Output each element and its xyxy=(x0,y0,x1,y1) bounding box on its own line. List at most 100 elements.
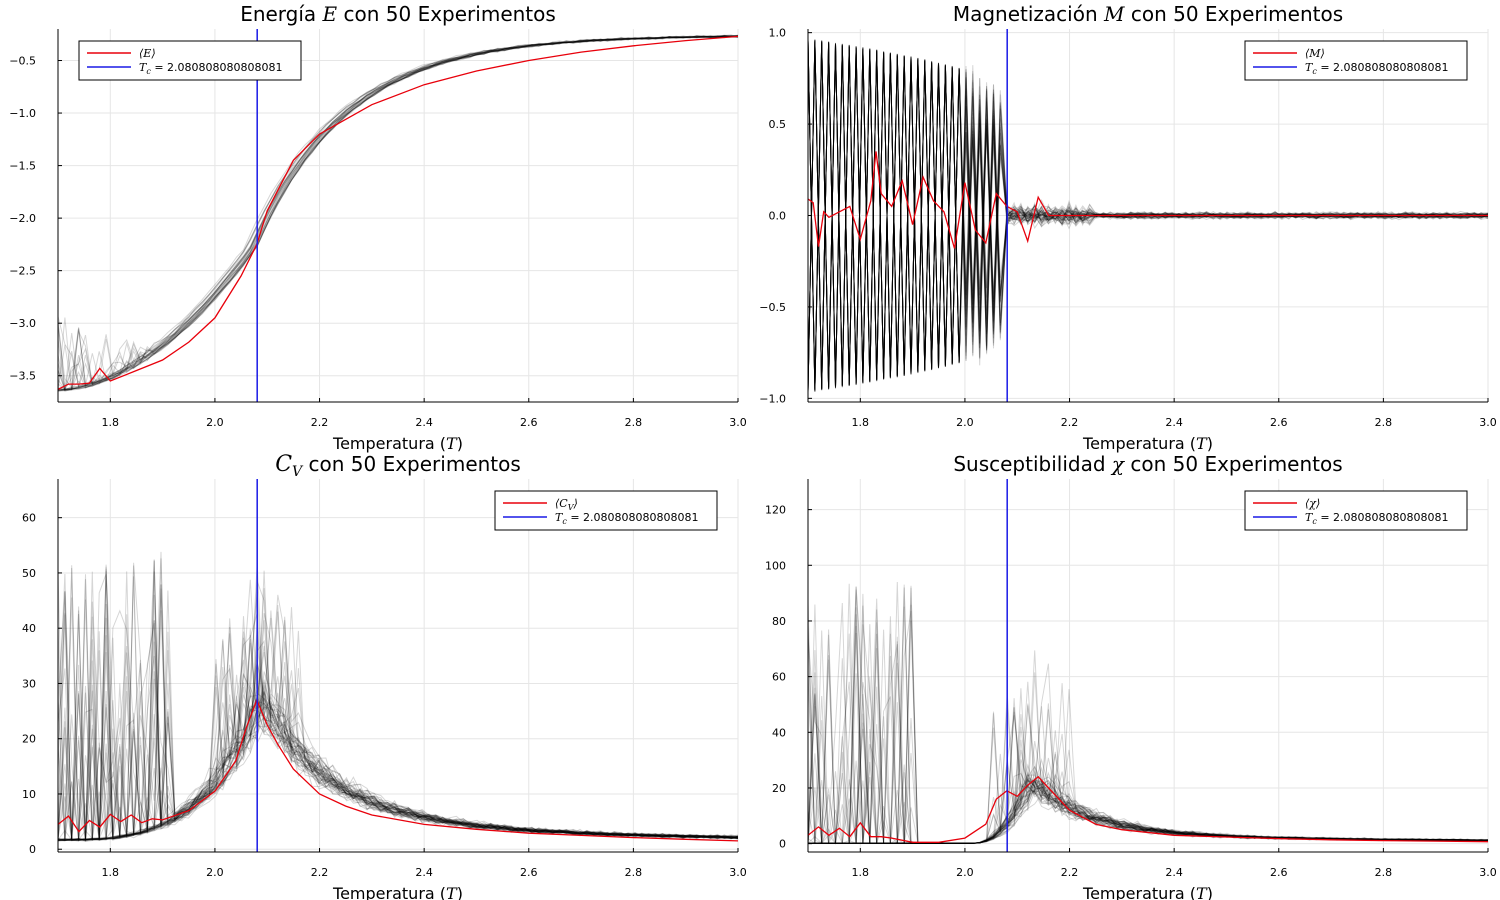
chart-title: Energía E con 50 Experimentos xyxy=(240,2,556,26)
experiment-line xyxy=(58,594,738,842)
legend: ⟨M⟩Tc = 2.080808080808081 xyxy=(1244,40,1468,81)
x-tick-label: 2.2 xyxy=(311,866,329,879)
experiment-line xyxy=(58,560,738,842)
legend-label: Tc = 2.080808080808081 xyxy=(1305,61,1449,76)
y-tick-label: 80 xyxy=(772,615,786,628)
experiment-line xyxy=(58,560,738,842)
y-tick-label: 20 xyxy=(772,782,786,795)
x-tick-label: 3.0 xyxy=(729,416,747,429)
experiment-line xyxy=(808,593,1488,844)
chart-title: Susceptibilidad χ con 50 Experimentos xyxy=(953,452,1342,476)
experiment-line xyxy=(808,587,1488,844)
experiment-line xyxy=(58,34,738,391)
x-tick-label: 2.8 xyxy=(1375,866,1393,879)
x-axis-label: Temperatura (T) xyxy=(1082,884,1213,900)
experiment-line xyxy=(808,663,1488,844)
experiment-line xyxy=(58,35,738,392)
legend-label: ⟨χ⟩ xyxy=(1305,497,1320,510)
experiment-line xyxy=(58,35,738,391)
y-tick-label: 40 xyxy=(22,622,36,635)
y-tick-label: −0.5 xyxy=(759,301,786,314)
experiment-line xyxy=(808,614,1488,844)
experiment-line xyxy=(808,585,1488,844)
chart-panel-3: 1.8 2.0 2.2 2.4 2.6 2.8 3.0 0 10 20 30 40 50 60 CV con… xyxy=(22,452,747,900)
experiment-line xyxy=(58,563,738,842)
x-tick-label: 2.8 xyxy=(625,416,643,429)
experiment-line xyxy=(58,622,738,842)
legend-label: Tc = 2.080808080808081 xyxy=(139,61,283,76)
experiment-line xyxy=(808,675,1488,844)
experiment-line xyxy=(58,620,738,841)
y-tick-label: 20 xyxy=(22,733,36,746)
experiment-line xyxy=(58,35,738,391)
experiment-line xyxy=(58,639,738,841)
experiment-line xyxy=(58,35,738,387)
y-tick-label: 1.0 xyxy=(769,27,787,40)
experiment-line xyxy=(58,35,738,392)
y-tick-label: 0.5 xyxy=(769,118,787,131)
y-tick-label: 100 xyxy=(765,559,786,572)
experiment-line xyxy=(58,652,738,841)
experiment-line xyxy=(808,40,1488,393)
experiment-line xyxy=(808,586,1488,844)
experiment-line xyxy=(808,672,1488,844)
y-tick-label: 0 xyxy=(779,838,786,851)
chart-panel-2: 1.8 2.0 2.2 2.4 2.6 2.8 3.0 −1.0 −0.5 0.0 0.5 1.0 Ma… xyxy=(759,2,1496,453)
experiment-line xyxy=(808,773,1488,844)
legend-box xyxy=(78,40,302,81)
y-tick-label: −1.5 xyxy=(9,160,36,173)
experiment-line xyxy=(58,691,738,842)
experiment-line xyxy=(808,682,1488,844)
chart-title: Magnetización M con 50 Experimentos xyxy=(953,2,1343,26)
experiment-line xyxy=(58,570,738,841)
experiment-line xyxy=(808,703,1488,844)
x-tick-label: 2.6 xyxy=(520,866,538,879)
experiment-line xyxy=(808,587,1488,844)
mean-series-line xyxy=(808,151,1488,249)
experiment-line xyxy=(808,659,1488,844)
chart-title: CV con 50 Experimentos xyxy=(275,452,521,480)
legend-label: ⟨CV⟩ xyxy=(555,497,578,512)
experiment-line xyxy=(808,609,1488,844)
experiment-line xyxy=(808,633,1488,844)
experiment-line xyxy=(808,634,1488,844)
experiment-line xyxy=(58,571,738,841)
experiment-line xyxy=(808,693,1488,844)
experiment-line xyxy=(58,597,738,841)
y-tick-label: −2.0 xyxy=(9,212,36,225)
legend-box xyxy=(1244,490,1468,531)
experiment-line xyxy=(808,655,1488,844)
experiment-line xyxy=(58,565,738,842)
y-tick-label: 60 xyxy=(772,671,786,684)
y-tick-label: 0.0 xyxy=(769,210,787,223)
chart-panel-4: 1.8 2.0 2.2 2.4 2.6 2.8 3.0 0 20 40 60 80 100 120 Susc… xyxy=(765,452,1497,900)
experiment-line xyxy=(808,40,1488,392)
experiment-line xyxy=(58,601,738,842)
x-tick-label: 2.0 xyxy=(206,416,224,429)
x-tick-label: 2.2 xyxy=(1061,866,1079,879)
experiment-line xyxy=(58,685,738,842)
experiment-line xyxy=(808,584,1488,844)
experiment-line xyxy=(58,34,738,392)
mean-series-line xyxy=(58,35,738,390)
y-tick-label: −1.0 xyxy=(759,392,786,405)
x-tick-label: 2.4 xyxy=(1165,416,1183,429)
experiment-line xyxy=(808,598,1488,844)
experiment-line xyxy=(808,662,1488,844)
experiment-line xyxy=(58,694,738,841)
experiment-line xyxy=(808,589,1488,844)
x-tick-label: 1.8 xyxy=(852,866,870,879)
legend-label: ⟨E⟩ xyxy=(139,47,156,60)
experiment-line xyxy=(808,633,1488,846)
x-tick-label: 2.0 xyxy=(206,866,224,879)
x-tick-label: 2.6 xyxy=(1270,866,1288,879)
x-axis-label: Temperatura (T) xyxy=(1082,434,1213,453)
experiment-curves xyxy=(58,34,738,392)
experiment-line xyxy=(808,606,1488,844)
experiment-line xyxy=(58,34,738,390)
x-tick-label: 2.6 xyxy=(1270,416,1288,429)
x-tick-label: 2.8 xyxy=(625,866,643,879)
experiment-line xyxy=(58,35,738,392)
experiment-line xyxy=(58,683,738,841)
